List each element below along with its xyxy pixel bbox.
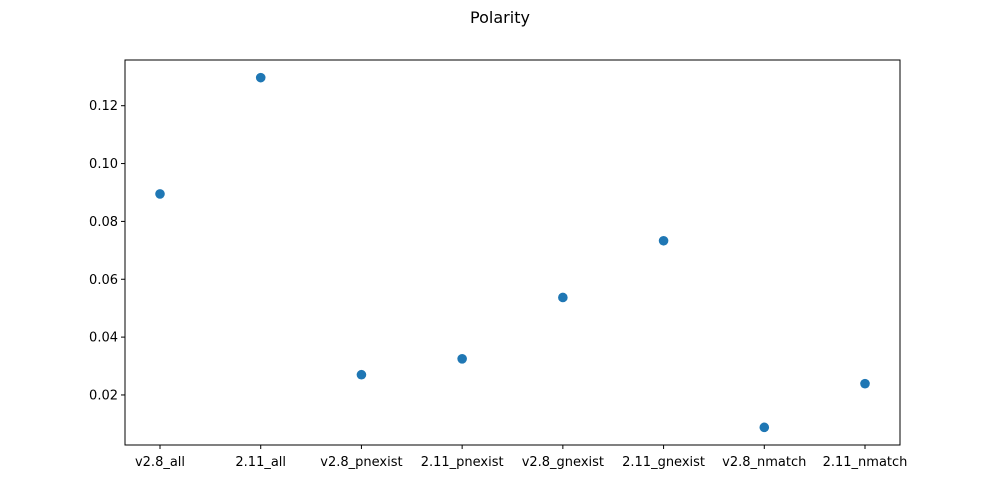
data-point — [759, 422, 770, 433]
data-point — [356, 369, 367, 380]
x-tick-label: 2.11_pnexist — [421, 455, 504, 470]
x-tick-label: 2.11_gnexist — [622, 455, 705, 470]
y-tick-label: 0.10 — [89, 157, 118, 172]
data-point — [658, 235, 669, 246]
data-point — [457, 354, 467, 364]
data-points — [155, 72, 870, 433]
x-tick-label: v2.8_all — [135, 455, 185, 470]
x-tick-label: v2.8_pnexist — [320, 455, 402, 470]
data-point — [860, 378, 870, 389]
y-tick-label: 0.02 — [89, 388, 118, 403]
y-tick-label: 0.12 — [89, 99, 118, 114]
y-tick-label: 0.06 — [89, 273, 118, 288]
x-tick-label: v2.8_nmatch — [722, 455, 806, 470]
x-axis: v2.8_all 2.11_all v2.8_pnexist 2.11_pnexist… — [135, 445, 907, 470]
y-axis: 0.02 0.04 0.06 0.08 0.10 0.12 — [89, 99, 125, 403]
y-tick-label: 0.04 — [89, 331, 118, 346]
x-tick-label: 2.11_nmatch — [823, 455, 908, 470]
plot-area-frame — [124, 59, 901, 446]
data-point — [558, 292, 568, 303]
data-point — [155, 189, 165, 199]
y-tick-label: 0.08 — [89, 215, 118, 230]
data-point — [255, 72, 266, 83]
x-tick-label: 2.11_all — [235, 455, 286, 470]
chart-title: Polarity — [470, 8, 530, 27]
x-tick-label: v2.8_gnexist — [522, 455, 604, 470]
